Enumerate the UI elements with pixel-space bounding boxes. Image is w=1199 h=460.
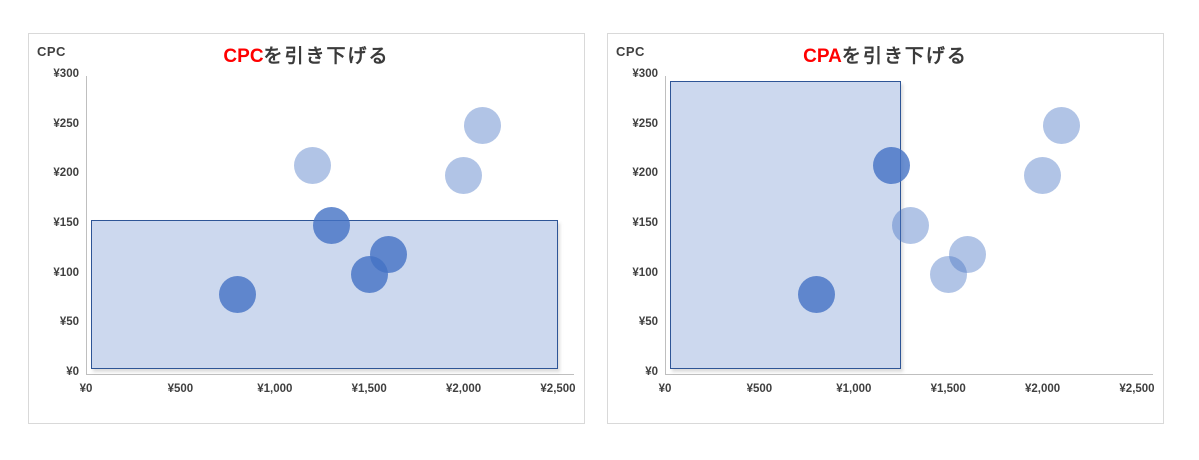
y-tick-label: ¥150 [53,217,79,229]
y-tick-label: ¥150 [632,217,658,229]
bubble [445,156,483,194]
plot-area: ¥0 ¥50 ¥100 ¥150 ¥200 ¥250 ¥300 ¥0 ¥500 ¥1,000 ¥1,… [608,34,1163,423]
y-tick-label: ¥200 [53,167,79,180]
bubble [891,206,929,244]
bubble [797,276,835,314]
plot-area: ¥0 ¥50 ¥100 ¥150 ¥200 ¥250 ¥300 ¥0 ¥500 ¥1,000 ¥1,… [29,34,584,423]
x-tick-label: ¥1,500 [930,383,966,395]
x-axis-line [665,374,1153,375]
bubble [1024,156,1062,194]
bubble [294,146,332,184]
bubble [1042,107,1080,145]
chart-title-highlight: CPC [223,46,264,67]
y-tick-label: ¥100 [632,266,658,279]
y-tick-label: ¥50 [59,316,79,329]
x-tick-label: ¥1,000 [257,383,293,395]
bubble [948,236,986,274]
x-tick-label: ¥0 [658,383,672,395]
bubble [312,206,350,244]
chart-title: CPCを引き下げる [29,41,584,68]
x-tick-label: ¥2,500 [1119,383,1155,395]
bubble [218,276,256,314]
x-tick-label: ¥1,500 [351,383,387,395]
highlight-region [669,80,901,370]
y-axis-line [665,76,666,374]
bubble [873,146,911,184]
bubble [463,107,501,145]
chart-title-rest: を引き下げる [841,46,968,67]
y-tick-label: ¥300 [53,68,79,80]
y-tick-label: ¥200 [632,167,658,180]
x-tick-label: ¥500 [167,383,194,395]
y-tick-label: ¥100 [53,266,79,279]
x-tick-label: ¥2,000 [1025,383,1061,395]
chart-panel-cpc: CPC CPCを引き下げる ¥0 ¥50 ¥100 ¥150 ¥200 ¥250 ¥300 ¥… [28,33,585,424]
x-tick-label: ¥2,000 [446,383,482,395]
y-tick-label: ¥0 [645,366,658,378]
bubble [929,256,967,294]
y-axis-title: CPC [616,44,645,59]
x-axis-line [86,374,574,375]
y-tick-label: ¥300 [632,68,658,80]
bubble [369,236,407,274]
y-tick-label: ¥250 [53,117,79,130]
y-tick-label: ¥50 [638,316,658,329]
chart-title-highlight: CPA [803,46,842,67]
y-tick-label: ¥0 [66,366,79,378]
x-tick-label: ¥2,500 [540,383,576,395]
chart-title-rest: を引き下げる [263,46,390,67]
y-axis-title: CPC [37,44,66,59]
highlight-region [90,220,558,370]
chart-title: CPAを引き下げる [608,41,1163,68]
x-tick-label: ¥1,000 [836,383,872,395]
x-tick-label: ¥500 [746,383,773,395]
chart-panel-cpa: CPC CPAを引き下げる ¥0 ¥50 ¥100 ¥150 ¥200 ¥250 ¥300 ¥… [607,33,1164,424]
y-tick-label: ¥250 [632,117,658,130]
x-tick-label: ¥0 [79,383,93,395]
y-axis-line [86,76,87,374]
